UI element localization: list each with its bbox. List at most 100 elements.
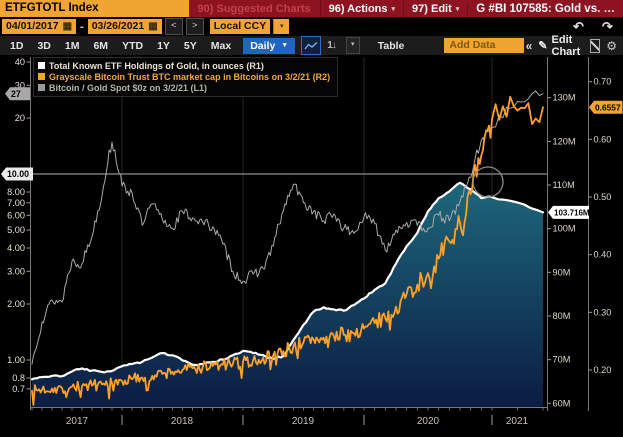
next-range-button[interactable]: > xyxy=(185,18,204,35)
axis-tick-label: 10.00 xyxy=(7,169,29,179)
date-bar: 04/01/2017 ▦ - 03/26/2021 ▦ < > Local CC… xyxy=(0,17,623,36)
axis-tick-label: 0.7 xyxy=(12,384,25,394)
compare-icon[interactable]: 1↓ xyxy=(327,40,337,51)
axis-tick-label: 6.00 xyxy=(7,210,25,220)
x-axis-year-label: 2019 xyxy=(292,416,315,427)
edit-menu-label: 97) Edit xyxy=(412,2,452,15)
period-button-max[interactable]: Max xyxy=(210,39,232,52)
axis-tick-label: 1.00 xyxy=(7,355,25,365)
edit-menu-button[interactable]: 97) Edit ▾ xyxy=(403,0,467,17)
chevron-down-icon: ▼ xyxy=(281,41,289,49)
legend-item[interactable]: Total Known ETF Holdings of Gold, in oun… xyxy=(38,60,330,71)
axis-tick-label: 8.00 xyxy=(7,187,25,197)
axis-tick-label: 0.40 xyxy=(594,250,612,260)
ticker-field[interactable]: ETFGTOTL Index xyxy=(0,0,189,17)
axis-tick-label: 0.70 xyxy=(594,77,612,87)
period-button-3d[interactable]: 3D xyxy=(37,39,51,52)
chart-type-button[interactable] xyxy=(301,36,322,55)
end-date-input[interactable]: 03/26/2021 ▦ xyxy=(87,19,162,34)
currency-dropdown-button[interactable]: ▾ xyxy=(273,19,290,34)
legend-label: Total Known ETF Holdings of Gold, in oun… xyxy=(49,60,264,71)
period-button-ytd[interactable]: YTD xyxy=(122,39,144,52)
axis-tick-label: 20 xyxy=(15,113,25,123)
line-chart-icon xyxy=(304,41,318,49)
edit-chart-button[interactable]: ✎ Edit Chart xyxy=(538,34,584,58)
period-button-6m[interactable]: 6M xyxy=(93,39,109,52)
axis-tick-label: 120M xyxy=(553,136,576,146)
axis-tick-label: 4.00 xyxy=(7,243,25,253)
more-options-dropdown[interactable]: ▾ xyxy=(345,37,360,54)
value-badge: 10.00 xyxy=(1,167,33,181)
axis-tick-label: 2.00 xyxy=(7,299,25,309)
legend-swatch xyxy=(38,62,45,69)
axis-tick-label: 0.60 xyxy=(594,134,612,144)
undo-button[interactable]: ↶ xyxy=(573,19,584,34)
legend-label: Bitcoin / Gold Spot $0z on 3/2/21 (L1) xyxy=(49,82,208,93)
calendar-icon[interactable]: ▦ xyxy=(62,21,73,32)
axis-tick-label: 27 xyxy=(11,89,21,99)
series-btc-gold-ratio xyxy=(31,90,544,365)
period-button-1y[interactable]: 1Y xyxy=(157,39,170,52)
calendar-icon[interactable]: ▦ xyxy=(148,21,158,32)
add-data-input[interactable]: Add Data xyxy=(444,38,524,53)
date-range-separator: - xyxy=(80,20,84,33)
axis-tick-label: 0.6557 xyxy=(595,102,621,112)
x-axis-year-label: 2021 xyxy=(506,416,529,427)
actions-menu-button[interactable]: 96) Actions ▾ xyxy=(319,0,403,17)
axis-tick-label: 60M xyxy=(553,398,571,408)
redo-button[interactable]: ↷ xyxy=(602,19,613,34)
line-grayscale-btc-holdings xyxy=(31,95,544,406)
axis-tick-label: 3.00 xyxy=(7,266,25,276)
settings-gear-button[interactable]: ⚙ xyxy=(606,38,617,53)
month-ticks xyxy=(31,407,544,411)
x-axis-year-label: 2020 xyxy=(417,416,440,427)
highlight-circle-annotation[interactable] xyxy=(472,166,504,198)
axis-tick-label: 40 xyxy=(15,57,25,67)
axis-tick-label: 70M xyxy=(553,355,571,365)
prev-range-button[interactable]: < xyxy=(164,18,183,35)
title-bar: ETFGTOTL Index 90) Suggested Charts 96) … xyxy=(0,0,623,17)
chevron-down-icon: ▾ xyxy=(391,5,396,13)
line-gold-etf-holdings xyxy=(30,181,545,381)
legend-item[interactable]: Bitcoin / Gold Spot $0z on 3/2/21 (L1) xyxy=(38,82,330,93)
axis-tick-label: 7.00 xyxy=(7,198,25,208)
series-gold-etf-holdings xyxy=(30,181,545,407)
actions-menu-label: 96) Actions xyxy=(328,2,388,15)
chevron-down-icon: ▾ xyxy=(455,5,460,13)
menu-bar: 90) Suggested Charts 96) Actions ▾ 97) E… xyxy=(188,0,623,17)
annotate-icon[interactable] xyxy=(589,38,601,53)
axis-tick-label: 100M xyxy=(553,224,576,234)
value-badge: 0.6557 xyxy=(589,100,623,114)
start-date-value: 04/01/2017 xyxy=(6,20,59,32)
series-grayscale-btc-holdings xyxy=(31,95,544,406)
table-button[interactable]: Table xyxy=(377,39,405,52)
frequency-value: Daily xyxy=(250,39,276,52)
value-badge: 103.716M xyxy=(548,205,590,219)
legend-swatch xyxy=(38,84,45,91)
currency-select[interactable]: Local CCY xyxy=(209,19,271,34)
edit-chart-label: Edit Chart xyxy=(551,33,581,58)
area-fill-gold-etf-holdings xyxy=(32,182,543,407)
period-button-1d[interactable]: 1D xyxy=(10,39,24,52)
legend-item[interactable]: Grayscale Bitcoin Trust BTC market cap i… xyxy=(38,71,330,82)
period-button-1m[interactable]: 1M xyxy=(64,39,80,52)
period-button-5y[interactable]: 5Y xyxy=(183,39,197,52)
start-date-input[interactable]: 04/01/2017 ▦ xyxy=(2,19,77,34)
end-date-value: 03/26/2021 xyxy=(91,20,145,32)
suggested-charts-button[interactable]: 90) Suggested Charts xyxy=(197,2,311,15)
axis-tick-label: 0.50 xyxy=(594,192,612,202)
line-btc-gold-ratio xyxy=(31,90,544,365)
axis-tick-label: 0.20 xyxy=(594,365,612,375)
legend-swatch xyxy=(38,73,45,80)
chart-legend: Total Known ETF Holdings of Gold, in oun… xyxy=(33,57,339,97)
x-axis-year-label: 2018 xyxy=(171,416,194,427)
frequency-select[interactable]: Daily ▼ xyxy=(243,37,296,54)
collapse-toolbar-button[interactable]: « xyxy=(525,38,533,53)
axis-tick-label: 90M xyxy=(553,267,571,277)
pencil-icon: ✎ xyxy=(538,40,548,52)
x-axis-year-label: 2017 xyxy=(66,416,89,427)
axis-tick-label: 103.716M xyxy=(554,209,590,218)
legend-label: Grayscale Bitcoin Trust BTC market cap i… xyxy=(49,71,331,82)
